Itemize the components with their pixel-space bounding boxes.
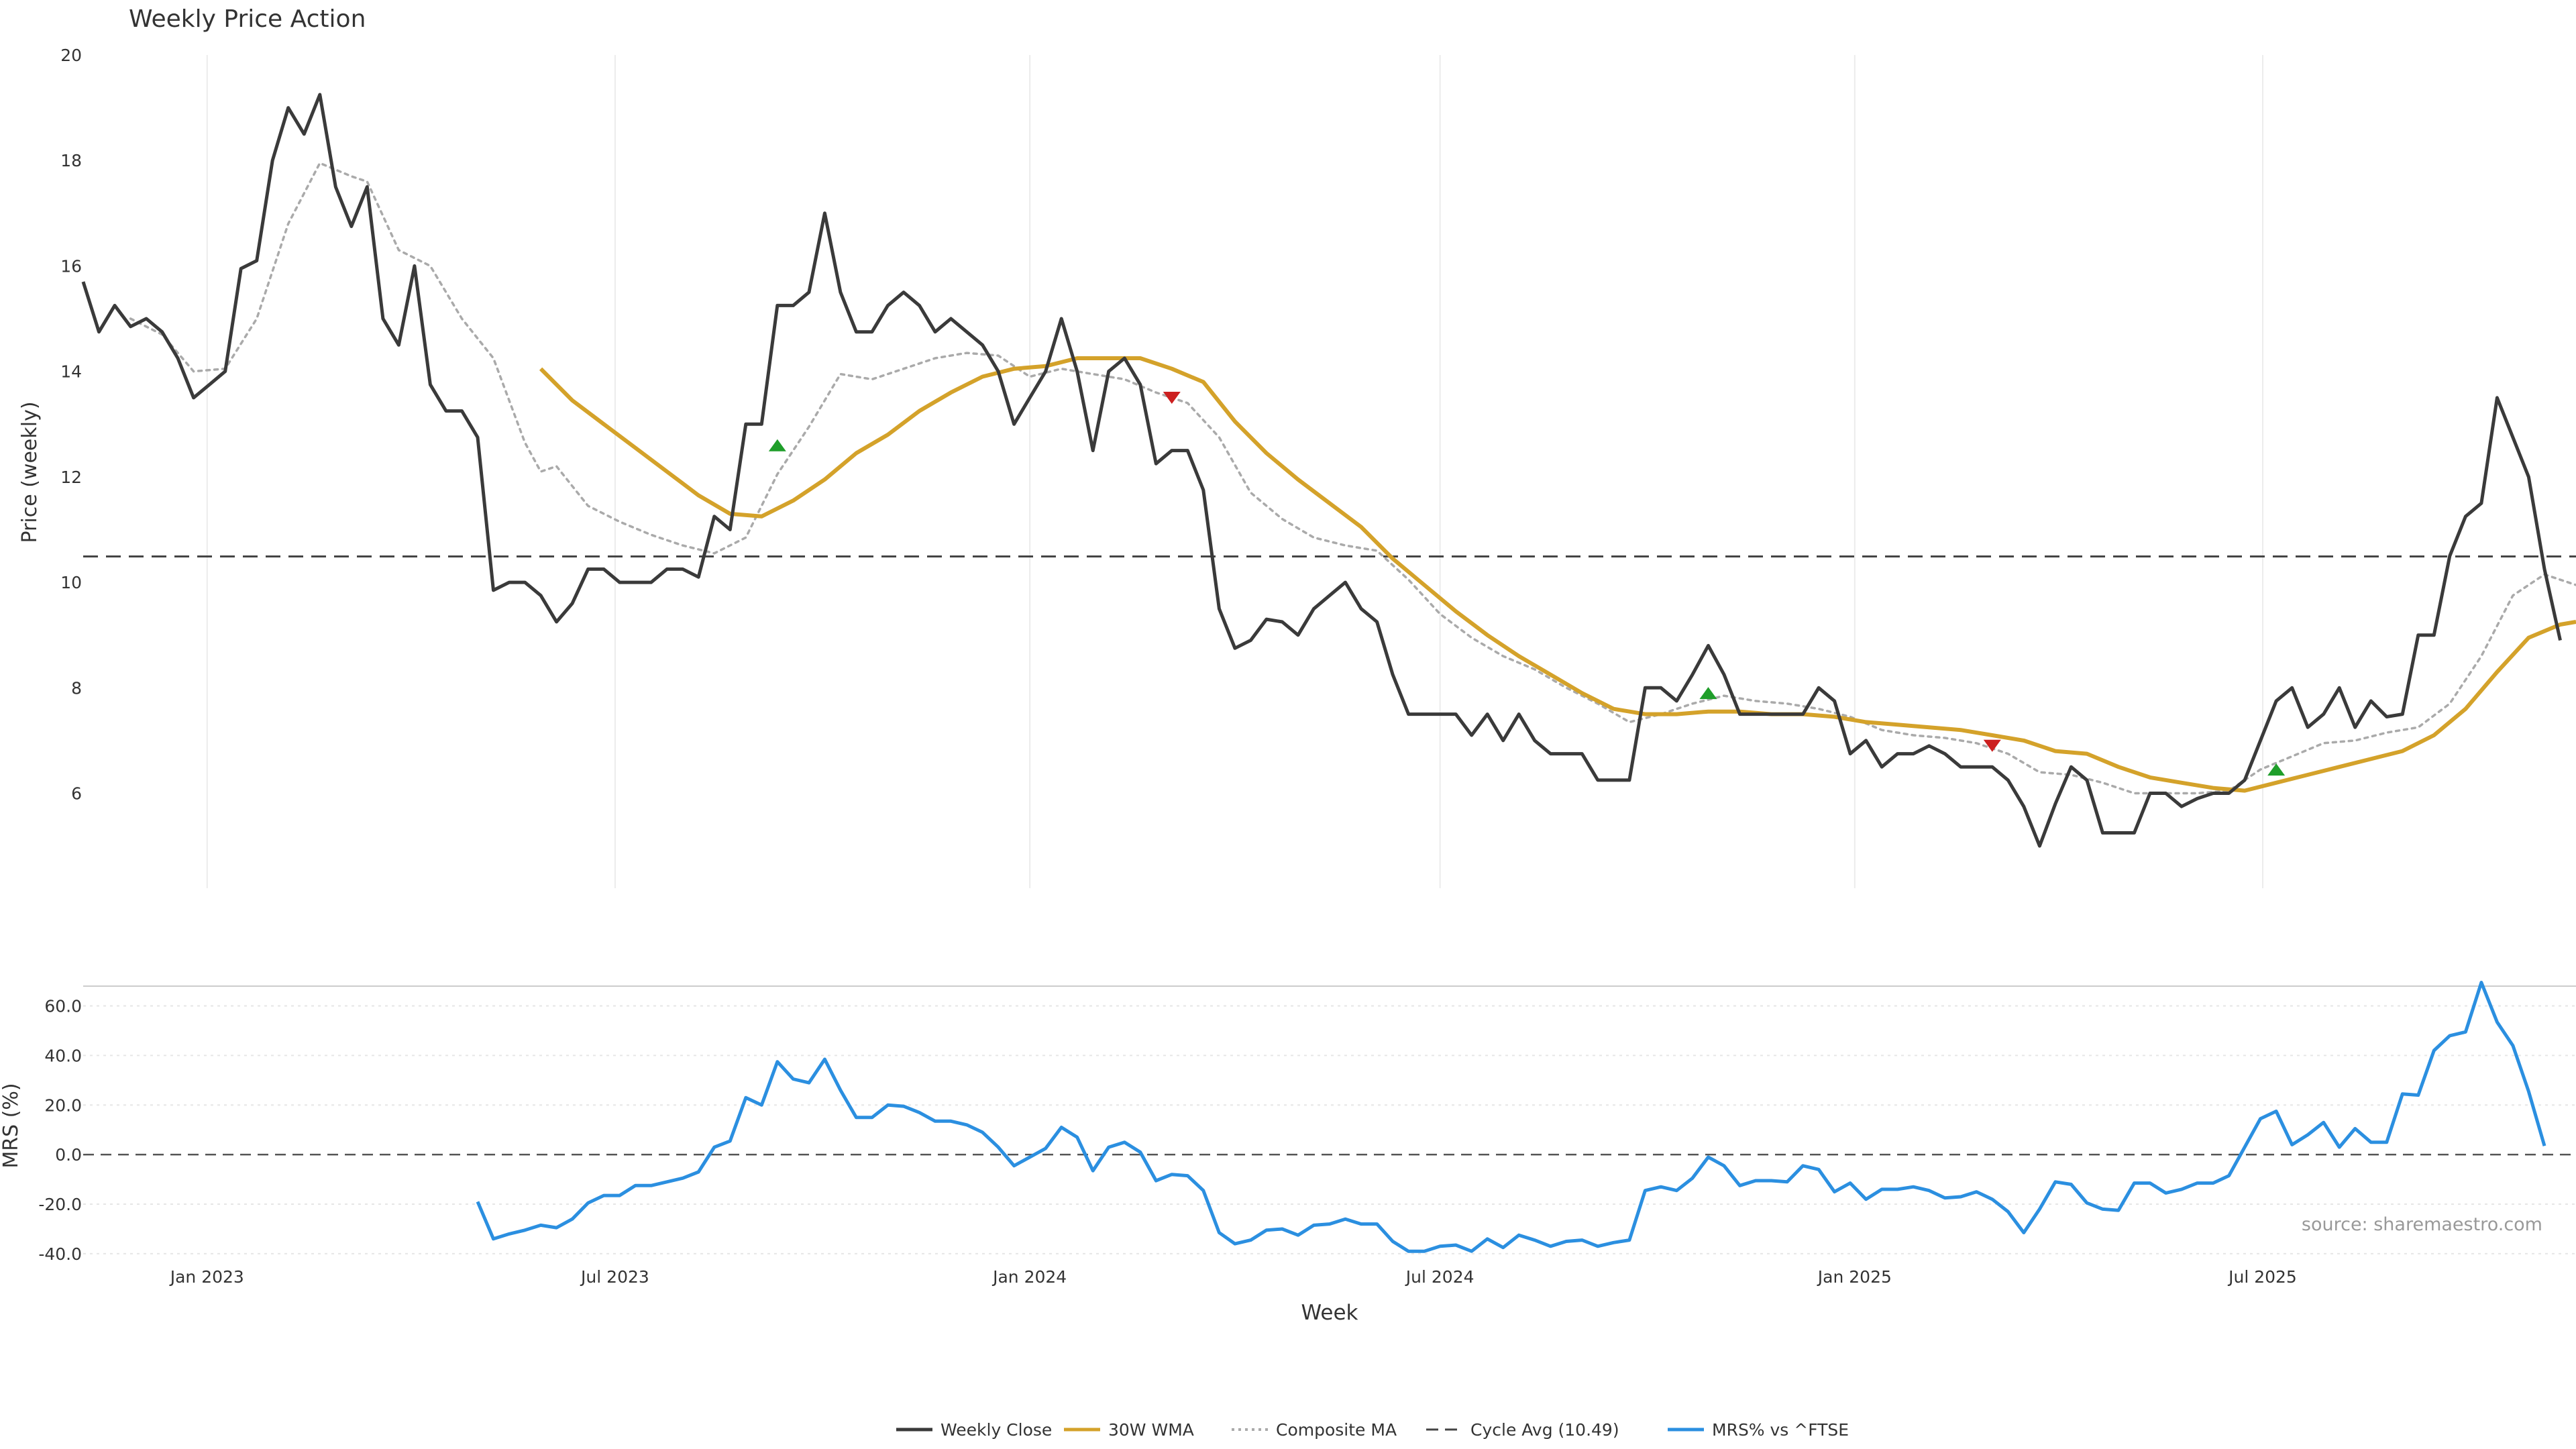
mrs-y-tick-label: 20.0: [44, 1095, 82, 1115]
legend-label: 30W WMA: [1108, 1420, 1194, 1440]
price-y-ticks: 6 8 10 12 14 16 18 20: [60, 46, 82, 804]
price-y-tick-label: 14: [60, 362, 82, 382]
mrs-gridlines: [83, 1005, 2576, 1254]
mrs-y-tick-label: 0.0: [55, 1145, 82, 1165]
buy-signal-marker: [2267, 763, 2286, 776]
x-axis-ticks: Jan 2023 Jul 2023 Jan 2024 Jul 2024 Jan 2025…: [169, 1267, 2297, 1287]
mrs-y-tick-label: 40.0: [44, 1046, 82, 1065]
x-tick-label: Jan 2024: [991, 1267, 1067, 1287]
buy-signal-marker: [1699, 687, 1717, 700]
price-gridlines: [206, 55, 2263, 888]
mrs-y-ticks: 60.0 40.0 20.0 0.0 -20.0 -40.0: [38, 997, 82, 1264]
weekly-close-line: [81, 93, 2562, 848]
mrs-y-tick-label: -40.0: [38, 1244, 82, 1264]
price-panel: 6 8 10 12 14 16 18 20 Price (weekly): [18, 46, 2576, 888]
signal-markers: [768, 391, 2286, 776]
wma-30w-line: [539, 356, 2576, 793]
sell-signal-marker: [1163, 391, 1181, 404]
legend-label: MRS% vs ^FTSE: [1712, 1420, 1849, 1440]
price-y-tick-label: 6: [71, 784, 82, 804]
legend-label: Cycle Avg (10.49): [1470, 1420, 1619, 1440]
x-tick-label: Jul 2024: [1405, 1267, 1474, 1287]
legend: Weekly Close 30W WMA Composite MA Cycle Avg…: [896, 1420, 1849, 1440]
mrs-y-tick-label: -20.0: [38, 1195, 82, 1214]
x-tick-label: Jul 2023: [580, 1267, 649, 1287]
x-tick-label: Jan 2025: [1817, 1267, 1892, 1287]
legend-label: Composite MA: [1276, 1420, 1397, 1440]
x-axis-label: Week: [1301, 1301, 1358, 1325]
mrs-y-tick-label: 60.0: [44, 997, 82, 1016]
price-y-axis-label: Price (weekly): [18, 401, 42, 543]
legend-item: 30W WMA: [1064, 1420, 1194, 1440]
legend-item: MRS% vs ^FTSE: [1668, 1420, 1849, 1440]
mrs-y-axis-label: MRS (%): [0, 1083, 23, 1168]
legend-item: Cycle Avg (10.49): [1426, 1420, 1619, 1440]
mrs-series: [476, 981, 2546, 1253]
price-y-tick-label: 8: [71, 678, 82, 698]
legend-item: Composite MA: [1232, 1420, 1397, 1440]
price-y-tick-label: 16: [60, 256, 82, 276]
price-y-tick-label: 18: [60, 151, 82, 170]
price-y-tick-label: 20: [60, 46, 82, 65]
x-tick-label: Jan 2023: [169, 1267, 244, 1287]
source-credit: source: sharemaestro.com: [2302, 1214, 2542, 1235]
price-y-tick-label: 12: [60, 468, 82, 487]
legend-item: Weekly Close: [896, 1420, 1052, 1440]
mrs-line: [476, 981, 2546, 1253]
sell-signal-marker: [1983, 739, 2001, 752]
chart-title: Weekly Price Action: [129, 5, 366, 33]
price-y-tick-label: 10: [60, 573, 82, 592]
buy-signal-marker: [768, 439, 786, 451]
price-series: [81, 93, 2576, 848]
mrs-panel: 60.0 40.0 20.0 0.0 -20.0 -40.0 MRS (%) source…: [0, 981, 2576, 1325]
legend-label: Weekly Close: [941, 1420, 1052, 1440]
composite-ma-line: [129, 161, 2576, 795]
x-tick-label: Jul 2025: [2227, 1267, 2297, 1287]
